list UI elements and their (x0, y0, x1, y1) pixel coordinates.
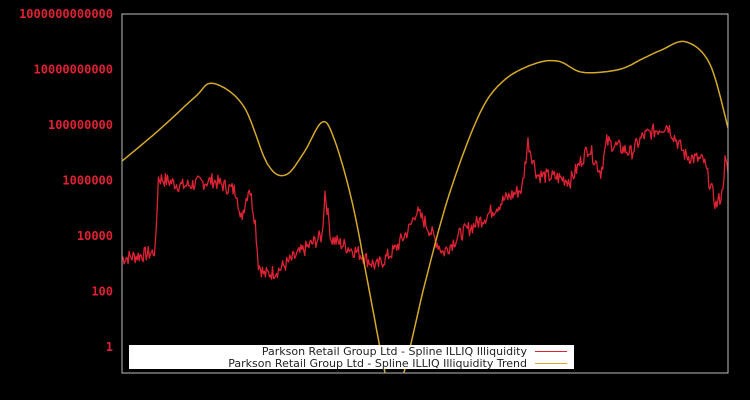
legend: Parkson Retail Group Ltd - Spline ILLIQ … (129, 345, 574, 370)
y-tick-label: 1000000000000 (19, 7, 113, 21)
illiquidity-trend-line (122, 40, 728, 373)
legend-label-trend: Parkson Retail Group Ltd - Spline ILLIQ … (228, 357, 527, 370)
plot-lines (122, 40, 728, 373)
y-tick-label: 10000000000 (34, 63, 113, 77)
y-axis: 1000000000000 10000000000 100000000 1000000… (19, 7, 113, 354)
illiquidity-line (122, 123, 728, 280)
legend-box (129, 345, 574, 369)
y-tick-label: 1 (106, 340, 113, 354)
y-tick-label: 1000000 (62, 174, 113, 188)
legend-label-illiquidity: Parkson Retail Group Ltd - Spline ILLIQ … (262, 345, 528, 358)
y-tick-label: 100000000 (48, 118, 113, 132)
y-tick-label: 100 (91, 285, 113, 299)
plot-frame (121, 13, 729, 374)
y-tick-label: 10000 (77, 229, 113, 243)
